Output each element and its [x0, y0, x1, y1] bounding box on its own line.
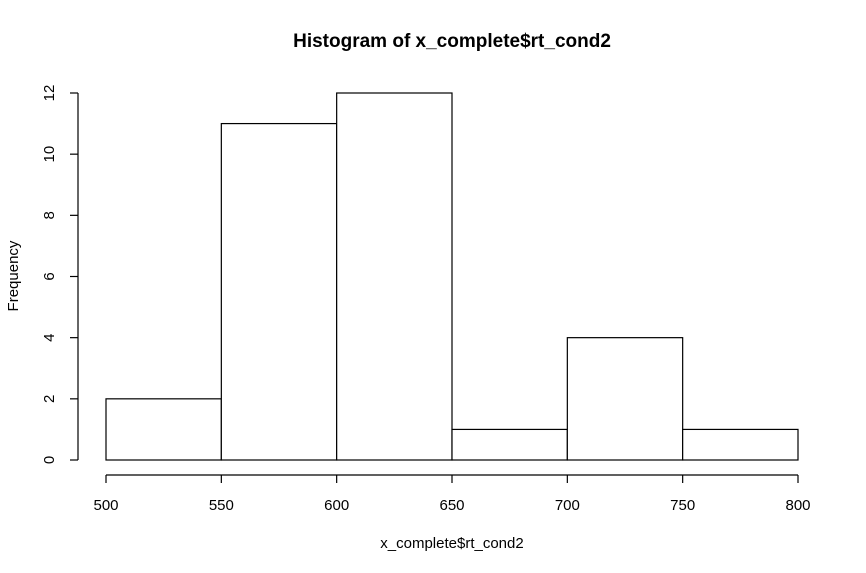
x-axis: 500 550 600 650 700 750 800 — [93, 474, 811, 514]
histogram-bar-700-750 — [566, 337, 684, 461]
y-tick-label-8: 8 — [41, 211, 58, 219]
x-tick-label-800: 800 — [785, 497, 810, 514]
x-tick-label-700: 700 — [555, 497, 580, 514]
histogram-bars — [105, 92, 799, 461]
y-tick-label-0: 0 — [41, 456, 58, 464]
y-tick-label-2: 2 — [41, 395, 58, 403]
x-tick-label-600: 600 — [324, 497, 349, 514]
y-axis: 0 2 4 6 8 10 12 — [41, 85, 79, 464]
chart-title: Histogram of x_complete$rt_cond2 — [293, 31, 611, 52]
y-tick-label-10: 10 — [41, 146, 58, 163]
histogram-bar-600-650 — [336, 92, 453, 461]
y-axis-label: Frequency — [5, 240, 22, 311]
y-tick-label-6: 6 — [41, 272, 58, 280]
histogram-bar-500-550 — [105, 398, 222, 461]
y-tick-label-4: 4 — [41, 333, 58, 341]
x-tick-label-650: 650 — [439, 497, 464, 514]
histogram-bar-550-600 — [220, 122, 338, 461]
histogram-bar-750-800 — [682, 428, 799, 461]
x-axis-label: x_complete$rt_cond2 — [380, 535, 523, 552]
x-tick-label-550: 550 — [209, 497, 234, 514]
x-tick-label-750: 750 — [670, 497, 695, 514]
histogram-bar-650-700 — [451, 428, 568, 461]
y-tick-label-12: 12 — [41, 85, 58, 102]
x-tick-label-500: 500 — [93, 497, 118, 514]
